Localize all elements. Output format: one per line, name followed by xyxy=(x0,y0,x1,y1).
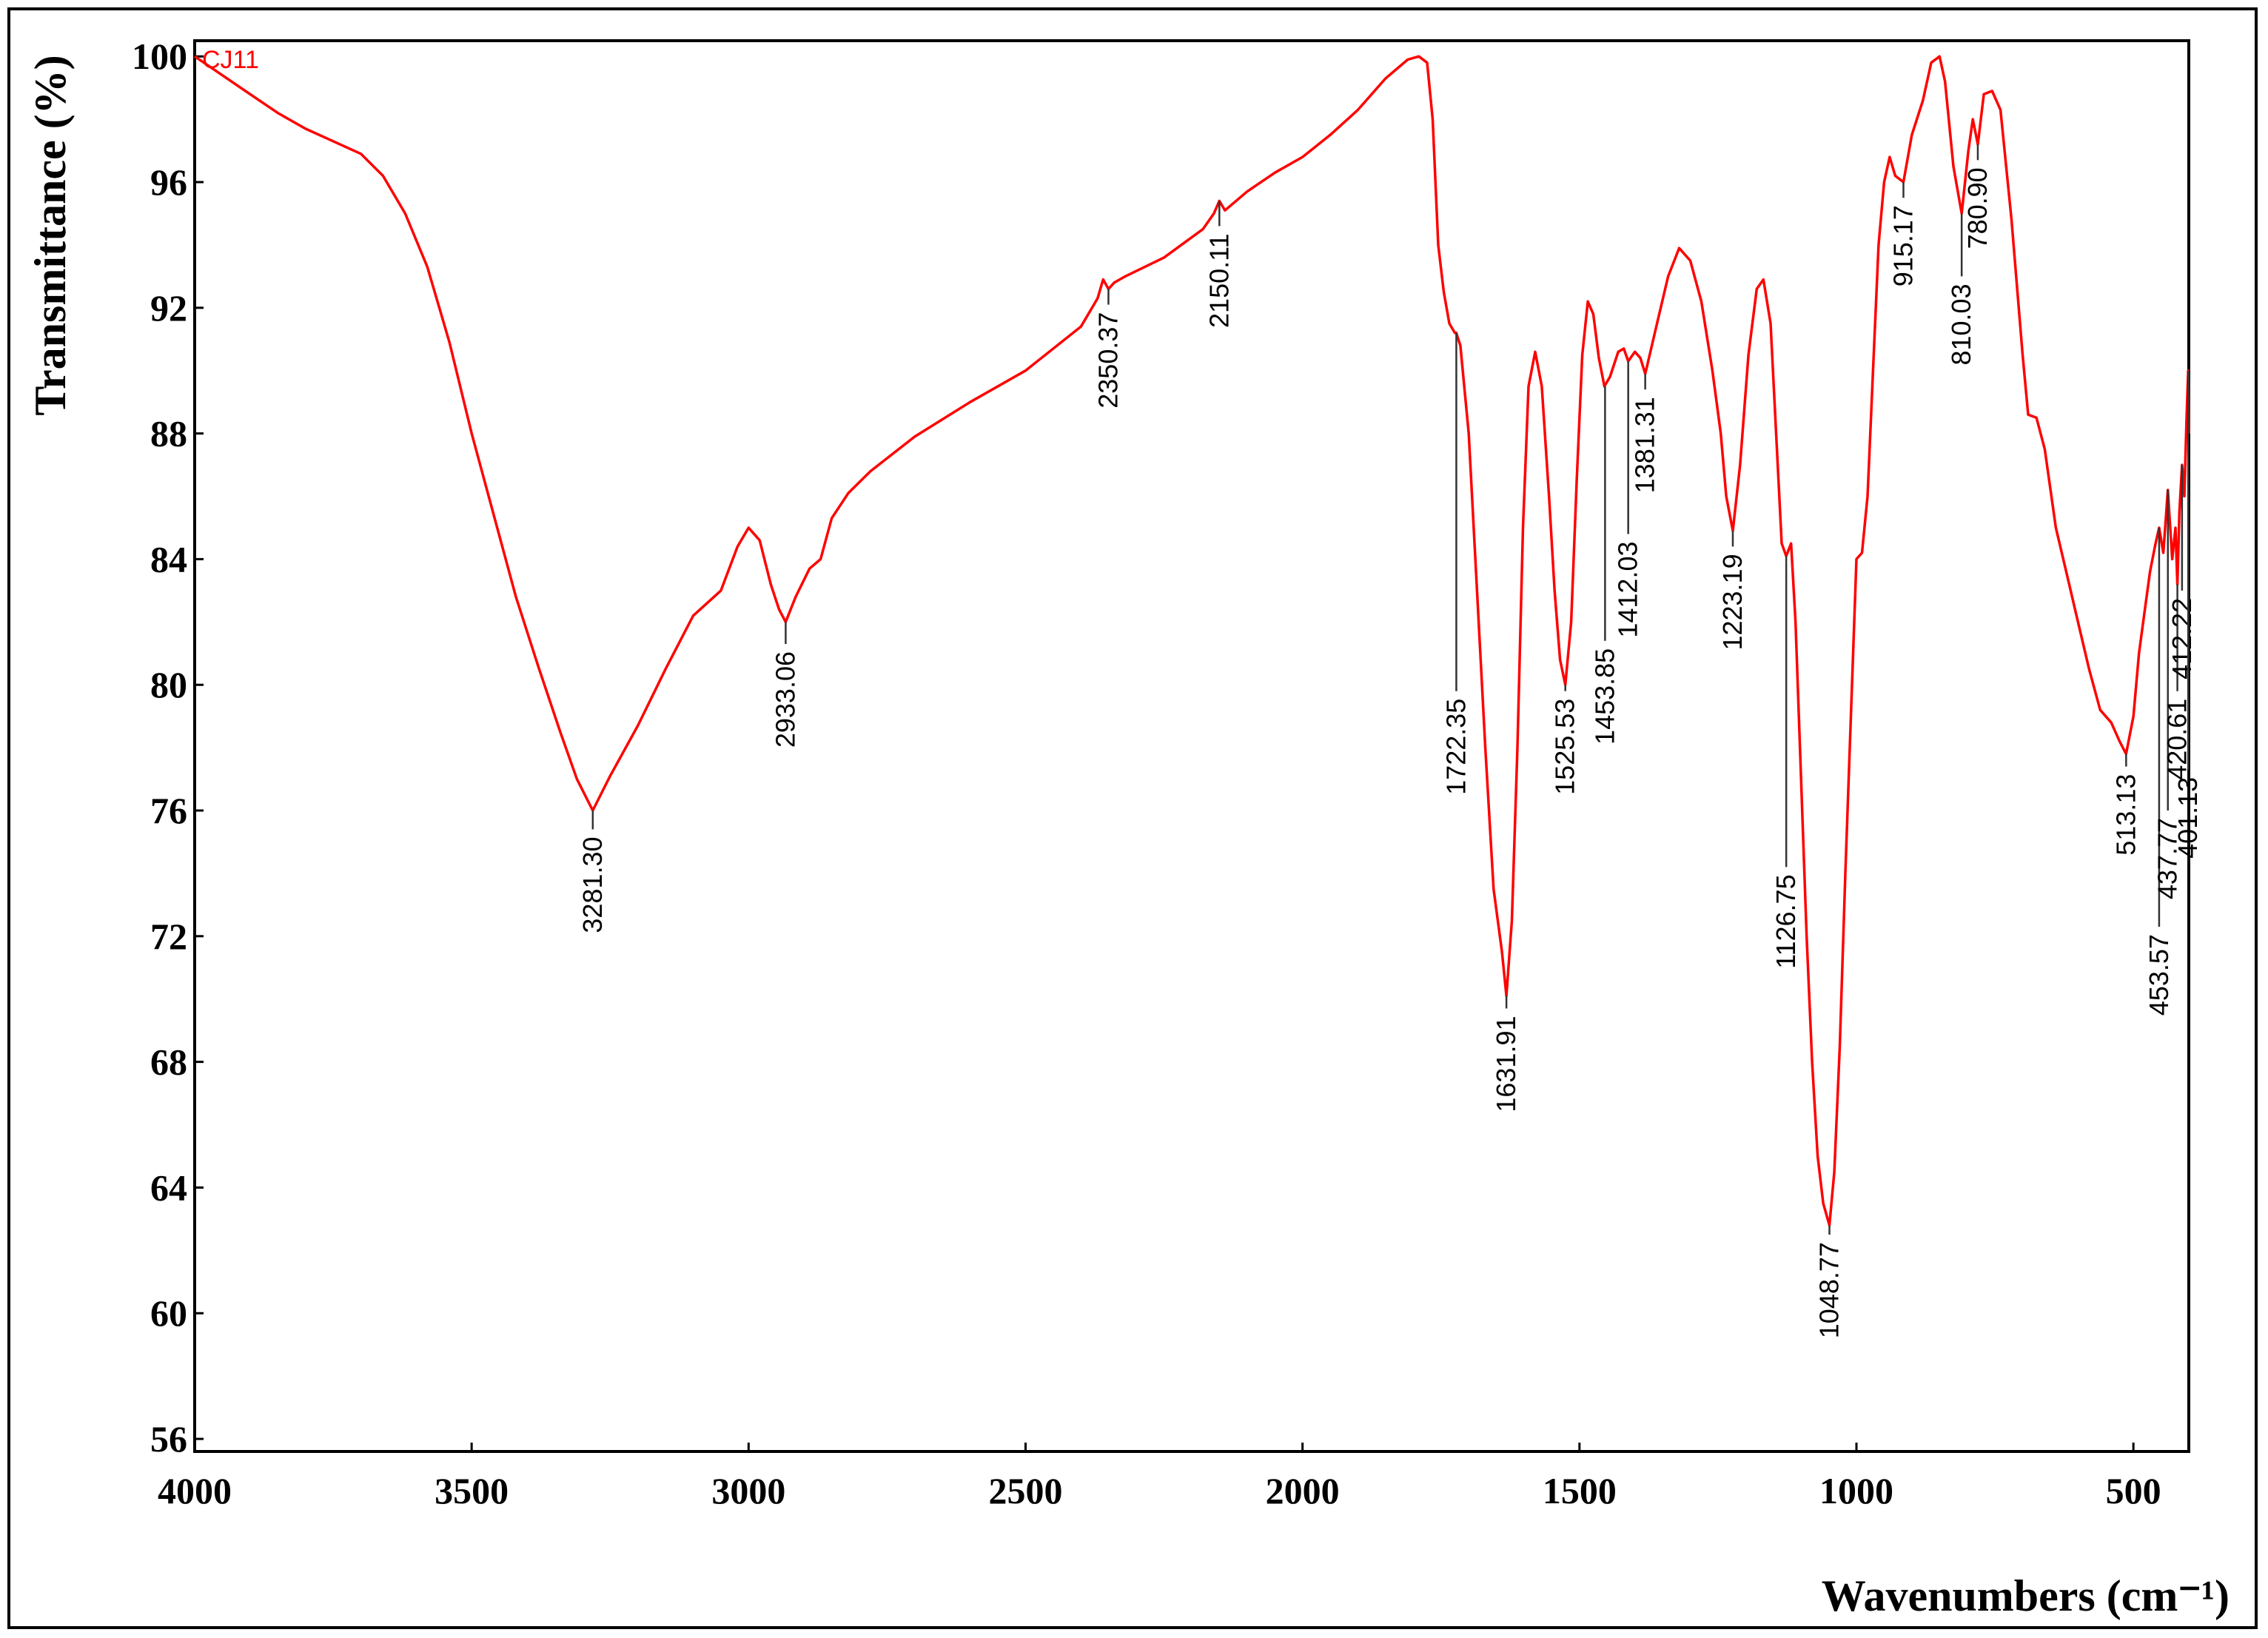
x-tick-label: 500 xyxy=(2106,1470,2161,1511)
peak-label: 1631.91 xyxy=(1491,1016,1521,1112)
x-tick-label: 2500 xyxy=(989,1470,1063,1511)
peak-label: 453.57 xyxy=(2144,934,2174,1016)
y-tick-label: 76 xyxy=(150,790,187,831)
peak-label: 1381.31 xyxy=(1630,397,1660,493)
peak-label: 810.03 xyxy=(1946,283,1976,365)
peak-label: 780.90 xyxy=(1962,167,1993,249)
peak-label: 1722.35 xyxy=(1440,699,1471,795)
peak-label: 1525.53 xyxy=(1550,699,1580,795)
peak-label: 1126.75 xyxy=(1771,874,1801,968)
x-axis-title: Wavenumbers (cm⁻¹) xyxy=(1822,1571,2230,1620)
x-axis: 4000 3500 3000 2500 2000 1500 1000 500 xyxy=(158,1443,2161,1511)
peak-label: 1412.03 xyxy=(1613,542,1643,638)
peak-label: 3281.30 xyxy=(577,837,608,933)
y-axis: 100 96 92 88 84 80 76 72 68 64 60 56 xyxy=(132,36,204,1460)
peak-label: 1048.77 xyxy=(1814,1242,1845,1338)
peak-label: 2150.11 xyxy=(1204,234,1234,328)
peak-label: 2933.06 xyxy=(770,651,800,748)
peak-label: 513.13 xyxy=(2110,774,2141,856)
x-tick-label: 3500 xyxy=(435,1470,509,1511)
x-tick-label: 2000 xyxy=(1266,1470,1340,1511)
peak-label: 420.61 xyxy=(2162,699,2192,780)
y-tick-label: 64 xyxy=(150,1167,187,1208)
x-tick-label: 1500 xyxy=(1543,1470,1617,1511)
x-tick-label: 3000 xyxy=(711,1470,785,1511)
peak-annotations: 3281.30 2933.06 2350.37 2150.11 1722.35 1631.… xyxy=(577,144,2203,1338)
figure-frame xyxy=(7,7,2258,1629)
y-tick-label: 72 xyxy=(150,916,187,957)
y-tick-label: 80 xyxy=(150,664,187,705)
peak-label: 1453.85 xyxy=(1589,648,1620,745)
peak-label: 1223.19 xyxy=(1717,554,1748,650)
peak-label: 915.17 xyxy=(1888,205,1919,286)
peak-label: 401.13 xyxy=(2173,777,2203,859)
peak-label: 412.22 xyxy=(2167,598,2197,679)
y-tick-label: 84 xyxy=(150,538,187,580)
y-tick-label: 56 xyxy=(150,1418,187,1460)
x-tick-label: 4000 xyxy=(158,1470,232,1511)
spectrum-line xyxy=(194,55,2190,1227)
y-tick-label: 88 xyxy=(150,413,187,454)
peak-label: 2350.37 xyxy=(1093,312,1124,409)
y-axis-title: Transmittance (%) xyxy=(26,55,75,415)
peak-label: 437.77 xyxy=(2153,818,2183,899)
series-label: CJ11 xyxy=(202,46,259,74)
y-tick-label: 60 xyxy=(150,1292,187,1334)
y-tick-label: 92 xyxy=(150,287,187,329)
y-tick-label: 100 xyxy=(132,36,187,77)
y-tick-label: 68 xyxy=(150,1041,187,1083)
x-tick-label: 1000 xyxy=(1819,1470,1893,1511)
y-tick-label: 96 xyxy=(150,161,187,203)
